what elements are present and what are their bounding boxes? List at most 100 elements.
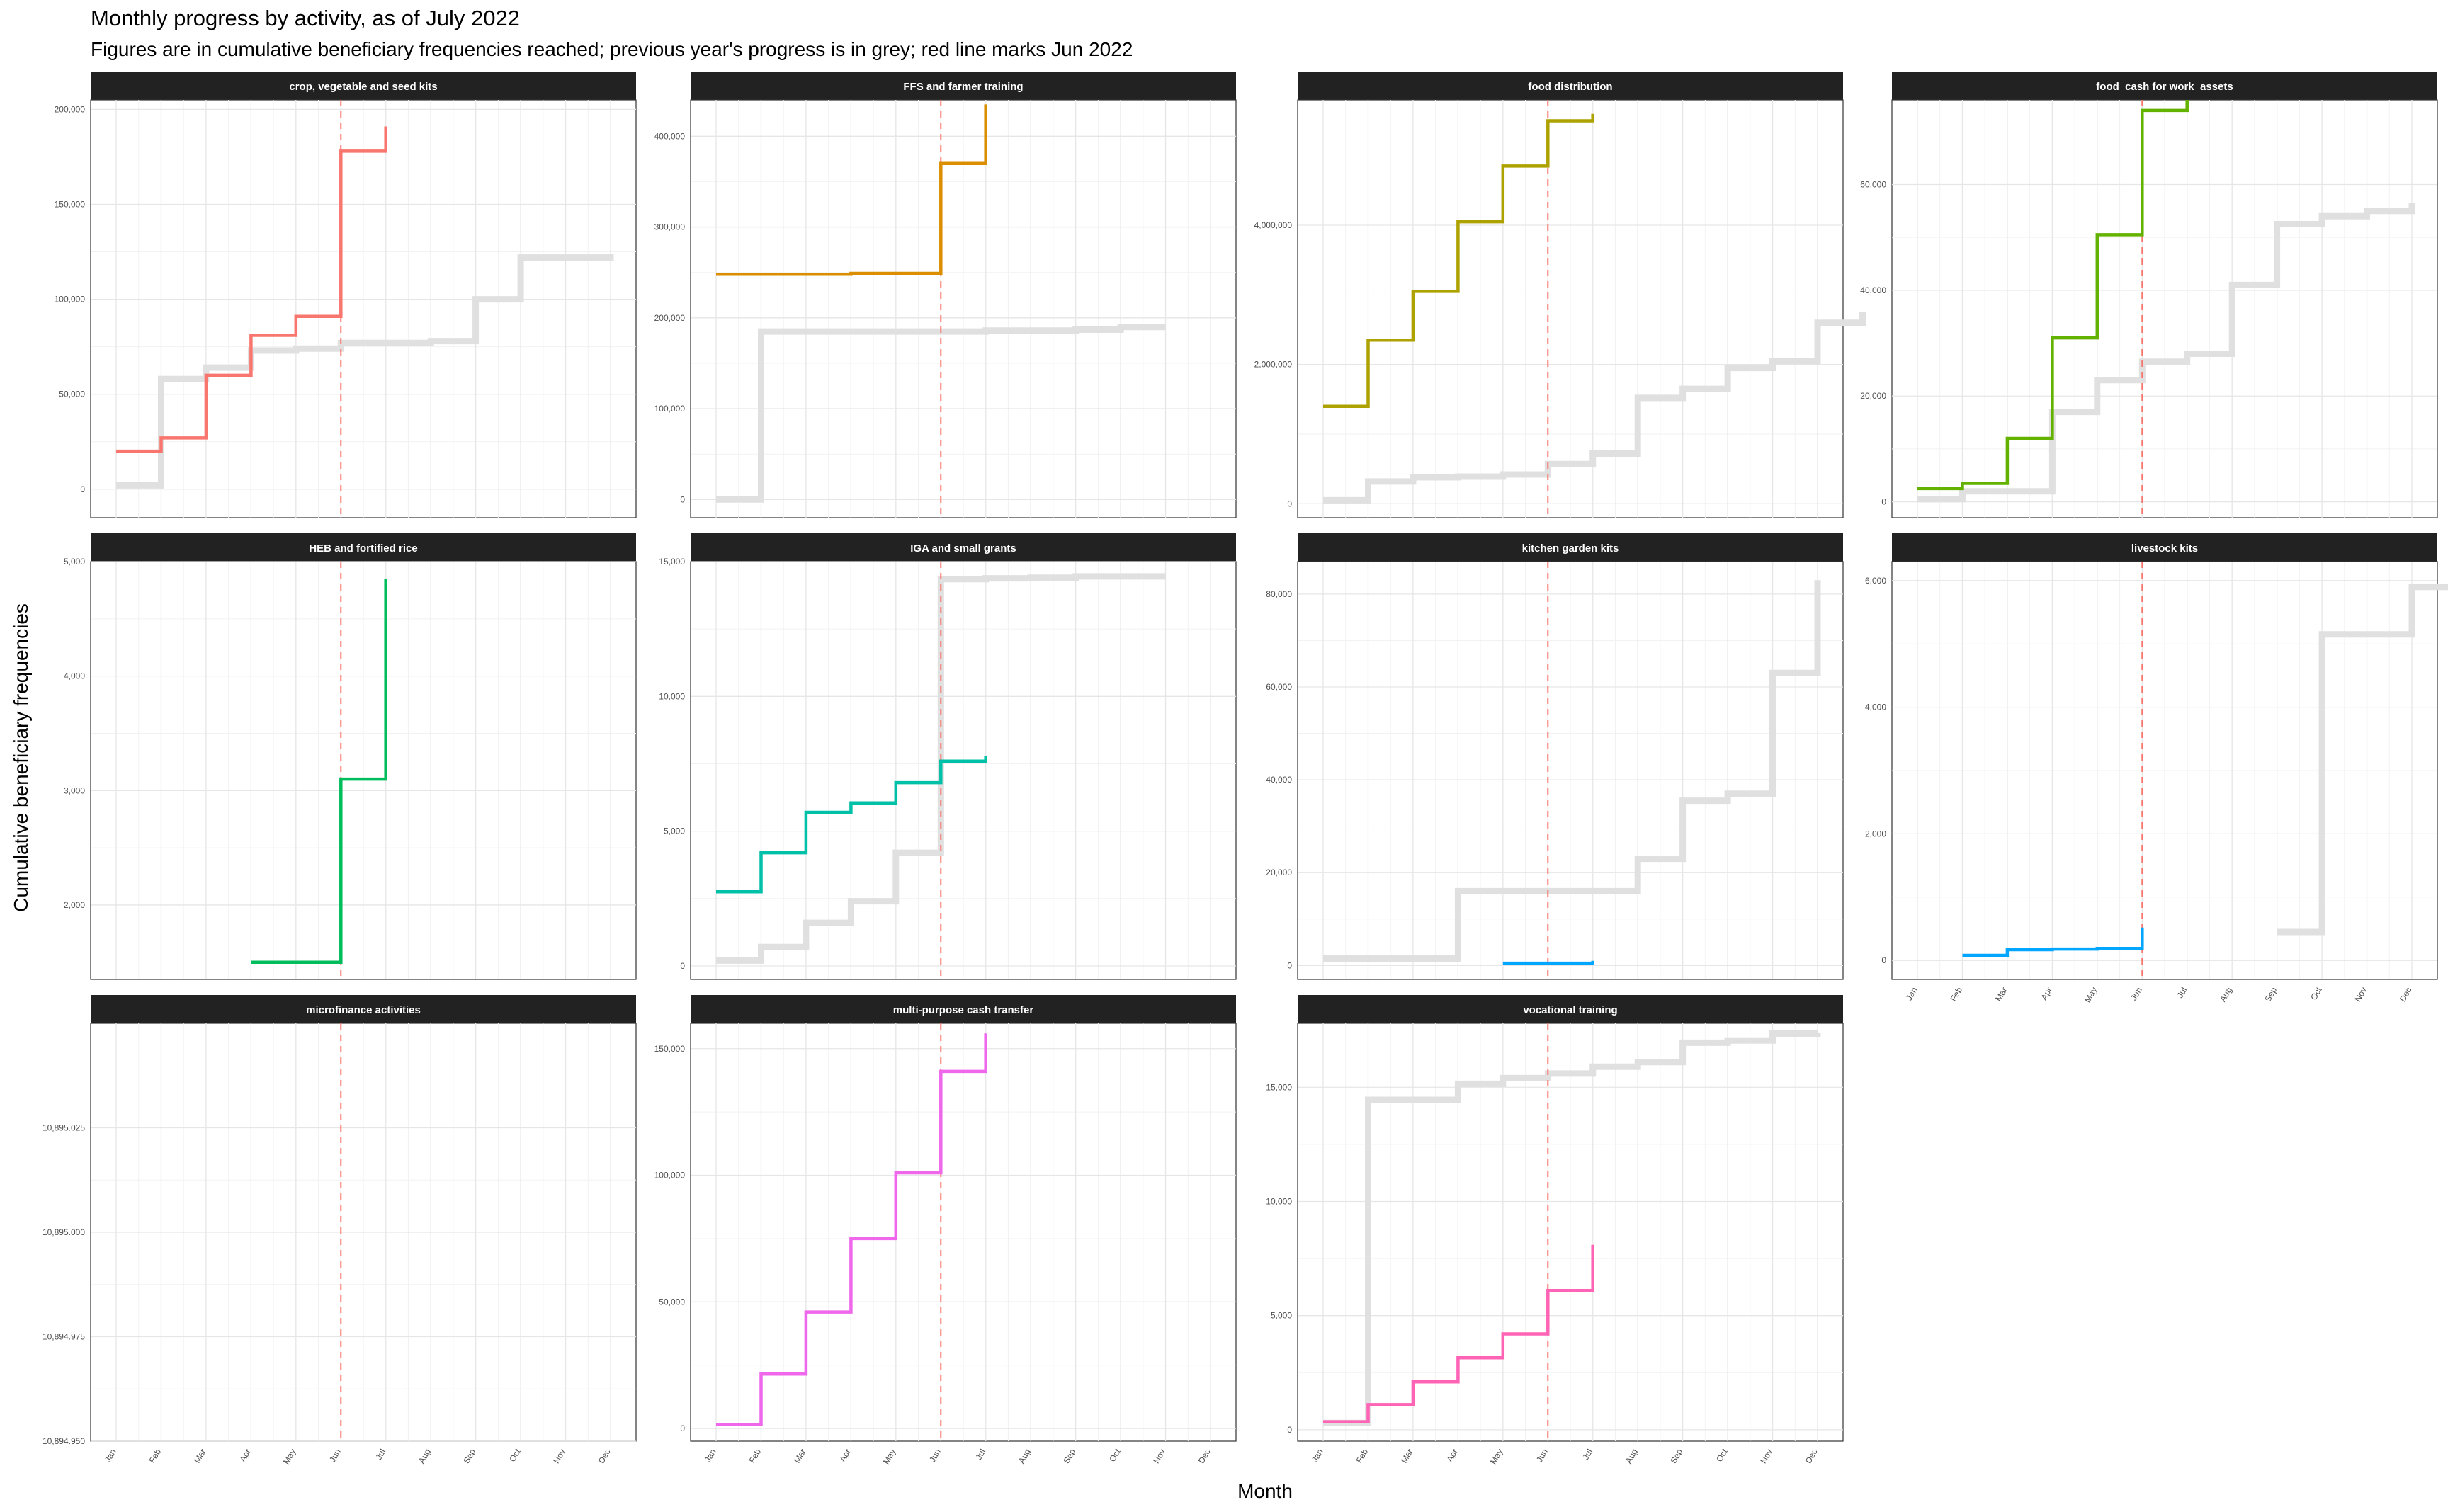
previous-year-line (2277, 584, 2448, 936)
previous-year-line (716, 324, 1166, 503)
facet-strip (691, 995, 1236, 1023)
x-tick-label: Nov (2352, 986, 2369, 1004)
y-tick-label: 4,000 (1865, 703, 1886, 712)
y-tick-label: 2,000 (1865, 829, 1886, 839)
y-tick-label: 60,000 (1266, 682, 1292, 692)
x-tick-label: Aug (1624, 1448, 1640, 1465)
chart-subtitle: Figures are in cumulative beneficiary fr… (91, 38, 1133, 60)
x-tick-label: Feb (1354, 1447, 1371, 1465)
facet-panel: livestock kits 0 2,000 4,000 6,000 Jan Feb Mar A… (1865, 533, 2448, 1004)
y-tick-label: 0 (680, 1423, 685, 1433)
y-tick-label: 50,000 (59, 390, 85, 399)
x-tick-label: Feb (1949, 985, 1965, 1003)
x-tick-label: Jun (327, 1448, 343, 1465)
y-tick-label: 10,894.950 (42, 1436, 85, 1446)
facet-strip (1298, 995, 1843, 1023)
y-tick-label: 150,000 (55, 200, 86, 210)
x-tick-label: Sep (461, 1447, 477, 1465)
y-tick-label: 10,894.975 (42, 1332, 85, 1342)
facet-panel: vocational training 0 5,000 10,000 15,000 Jan… (1266, 995, 1844, 1467)
y-tick-label: 4,000 (64, 671, 85, 681)
y-tick-label: 100,000 (654, 1171, 686, 1181)
y-tick-label: 5,000 (64, 557, 85, 567)
y-tick-label: 15,000 (1266, 1082, 1292, 1092)
chart-title: Monthly progress by activity, as of July… (91, 6, 520, 30)
facet-strip (1298, 72, 1843, 100)
y-tick-label: 5,000 (1271, 1311, 1292, 1321)
x-tick-label: Oct (507, 1447, 523, 1464)
y-tick-label: 100,000 (654, 404, 686, 414)
y-tick-label: 60,000 (1860, 179, 1886, 189)
x-tick-label: May (1488, 1448, 1504, 1467)
x-tick-label: Dec (596, 1448, 613, 1465)
x-tick-label: Apr (1444, 1448, 1459, 1464)
y-tick-label: 300,000 (654, 222, 686, 232)
x-tick-label: Apr (837, 1448, 852, 1464)
x-tick-label: Jun (1534, 1448, 1550, 1465)
x-tick-label: Nov (1758, 1448, 1774, 1465)
x-tick-label: Nov (551, 1448, 567, 1465)
previous-year-line (1917, 203, 2415, 503)
y-tick-label: 40,000 (1266, 775, 1292, 785)
facet-panel: kitchen garden kits 0 20,000 40,000 60,000 80… (1266, 533, 1844, 980)
facet-title: food distribution (1528, 81, 1612, 93)
facet-panel: IGA and small grants 0 5,000 10,000 15,000 (659, 533, 1237, 980)
facet-strip (1298, 533, 1843, 562)
facet-panel: FFS and farmer training 0 100,000 200,000 30… (654, 72, 1237, 518)
y-tick-label: 4,000,000 (1254, 220, 1293, 230)
x-tick-label: Jul (974, 1448, 988, 1462)
x-tick-label: Aug (416, 1448, 433, 1465)
facet-title: IGA and small grants (910, 542, 1016, 555)
x-tick-label: Aug (1016, 1448, 1033, 1465)
x-tick-label: Feb (747, 1447, 764, 1465)
x-tick-label: Sep (1668, 1447, 1684, 1465)
x-tick-label: Aug (2218, 986, 2234, 1004)
current-year-line (716, 756, 987, 894)
x-tick-label: Jul (2175, 986, 2189, 1000)
x-tick-label: Apr (237, 1448, 252, 1464)
current-year-line (1502, 960, 1594, 965)
x-tick-label: Jul (1581, 1448, 1595, 1462)
y-tick-label: 200,000 (654, 313, 686, 323)
facet-strip (91, 72, 636, 100)
y-tick-label: 0 (680, 494, 685, 504)
y-tick-label: 80,000 (1266, 589, 1292, 599)
current-year-line (1962, 927, 2144, 957)
y-tick-label: 3,000 (64, 785, 85, 795)
y-tick-label: 100,000 (55, 295, 86, 305)
facet-strip (1892, 72, 2437, 100)
current-year-line (1917, 100, 2189, 491)
current-year-line (1323, 113, 1594, 408)
previous-year-line (1323, 580, 1821, 962)
y-tick-label: 20,000 (1860, 391, 1886, 401)
x-tick-label: Jan (1904, 986, 1920, 1003)
y-tick-label: 10,895.025 (42, 1123, 85, 1133)
y-tick-label: 2,000 (64, 900, 85, 910)
y-tick-label: 200,000 (55, 104, 86, 114)
facet-title: food_cash for work_assets (2096, 81, 2233, 93)
current-year-line (716, 1033, 987, 1427)
x-tick-label: Mar (792, 1448, 808, 1465)
facet-panel: food_cash for work_assets 0 20,000 40,000 60… (1860, 72, 2438, 518)
y-tick-label: 0 (680, 961, 685, 971)
y-tick-label: 10,895.000 (42, 1227, 85, 1237)
x-tick-label: Jan (703, 1448, 718, 1465)
facet-title: HEB and fortified rice (309, 542, 417, 555)
current-year-line (251, 579, 387, 965)
previous-year-line (1323, 312, 1866, 504)
facet-strip (691, 72, 1236, 100)
x-tick-label: May (881, 1448, 897, 1467)
facet-title: multi-purpose cash transfer (893, 1004, 1034, 1016)
facet-strip (91, 995, 636, 1023)
x-tick-label: Jun (2129, 986, 2144, 1003)
y-tick-label: 0 (1881, 497, 1886, 507)
previous-year-line (1323, 1030, 1821, 1426)
facet-title: vocational training (1523, 1004, 1617, 1016)
x-tick-label: Oct (1714, 1447, 1730, 1464)
x-tick-label: Feb (147, 1447, 164, 1465)
facet-title: kitchen garden kits (1522, 542, 1619, 555)
y-tick-label: 5,000 (664, 826, 685, 836)
x-tick-label: Jun (927, 1448, 943, 1465)
x-tick-label: Sep (2262, 985, 2279, 1004)
